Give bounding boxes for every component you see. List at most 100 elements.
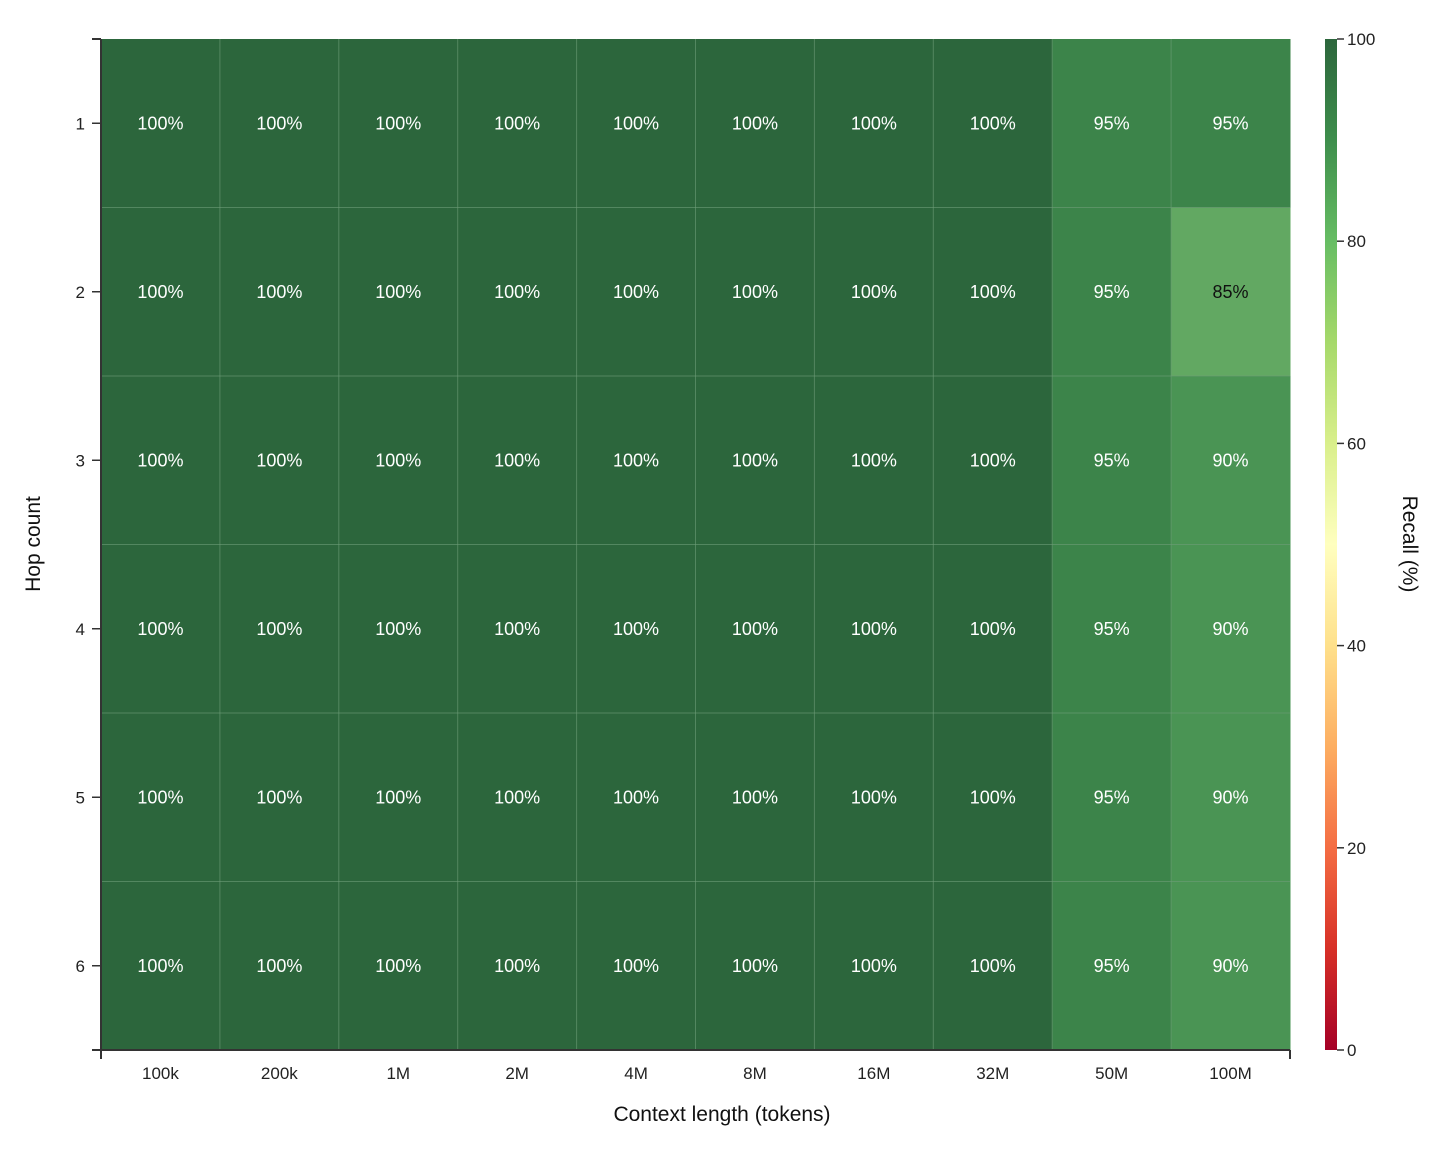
- heatmap-cell: [338, 544, 459, 714]
- cell-value-label: 95%: [1094, 282, 1130, 302]
- colorbar: 0 20 40 60 80 100: [1325, 30, 1375, 1060]
- heatmap-cell: [1052, 207, 1172, 377]
- cell-value-label: 100%: [851, 956, 897, 976]
- cell-value-label: 100%: [970, 619, 1016, 639]
- cell-value-label: 90%: [1213, 450, 1249, 470]
- colorbar-gradient: [1325, 39, 1337, 1050]
- cell-value-label: 95%: [1213, 113, 1249, 133]
- heatmap-grid-lines: [101, 39, 1290, 1050]
- cell-value-label: 100%: [256, 956, 302, 976]
- x-tick-label: 32M: [976, 1064, 1009, 1083]
- heatmap-cell: [101, 713, 221, 882]
- cell-value-label: 100%: [137, 787, 183, 807]
- heatmap-cell: [814, 39, 934, 208]
- heatmap-cell: [457, 881, 578, 1051]
- heatmap-cell: [1052, 713, 1172, 882]
- heatmap-cell: [576, 207, 696, 377]
- colorbar-title: Recall (%): [1398, 496, 1421, 593]
- heatmap-cell: [814, 544, 934, 714]
- colorbar-tick-label: 100: [1347, 30, 1375, 49]
- heatmap-cell: [457, 544, 578, 714]
- colorbar-tick-label: 40: [1347, 637, 1366, 656]
- heatmap-cell: [457, 207, 578, 377]
- y-axis-title: Hop count: [22, 496, 45, 592]
- heatmap-cell: [814, 376, 934, 545]
- heatmap-cell: [1052, 881, 1172, 1051]
- heatmap-cell: [576, 376, 696, 545]
- cell-value-label: 100%: [256, 450, 302, 470]
- heatmap-cell: [1052, 376, 1172, 545]
- heatmap-cell: [814, 881, 934, 1051]
- y-tick-label: 2: [76, 283, 85, 302]
- colorbar-tick-label: 0: [1347, 1041, 1356, 1060]
- cell-value-label: 100%: [494, 113, 540, 133]
- heatmap-cell: [338, 39, 459, 208]
- cell-value-label: 100%: [137, 619, 183, 639]
- cell-value-label: 100%: [970, 113, 1016, 133]
- heatmap-cell: [576, 544, 696, 714]
- cell-value-label: 100%: [375, 113, 421, 133]
- cell-value-label: 90%: [1213, 787, 1249, 807]
- cell-value-label: 100%: [613, 450, 659, 470]
- cell-value-label: 95%: [1094, 956, 1130, 976]
- heatmap-cell: [933, 881, 1053, 1051]
- cell-value-label: 95%: [1094, 787, 1130, 807]
- heatmap-cell: [1171, 207, 1291, 377]
- cell-value-label: 90%: [1213, 619, 1249, 639]
- heatmap-cell: [1052, 39, 1172, 208]
- heatmap-cell: [1171, 881, 1291, 1051]
- cell-value-label: 100%: [613, 282, 659, 302]
- heatmap-cell: [338, 376, 459, 545]
- heatmap-cell: [457, 376, 578, 545]
- heatmap-cell: [457, 713, 578, 882]
- heatmap-cell: [101, 39, 221, 208]
- y-axis: 1 2 3 4 5 6: [76, 38, 102, 1051]
- heatmap-cell: [695, 713, 815, 882]
- cell-value-label: 100%: [851, 450, 897, 470]
- cell-value-label: 85%: [1213, 282, 1249, 302]
- heatmap-cell: [576, 881, 696, 1051]
- heatmap-cell: [1171, 544, 1291, 714]
- cell-value-label: 95%: [1094, 113, 1130, 133]
- heatmap-cell: [933, 376, 1053, 545]
- cell-value-label: 100%: [732, 619, 778, 639]
- cell-value-label: 100%: [375, 956, 421, 976]
- heatmap-cell: [814, 207, 934, 377]
- cell-value-label: 100%: [851, 282, 897, 302]
- cell-value-label: 100%: [851, 619, 897, 639]
- y-tick-label: 1: [76, 114, 85, 133]
- cell-value-label: 95%: [1094, 619, 1130, 639]
- x-tick-label: 16M: [857, 1064, 890, 1083]
- heatmap-cell: [933, 544, 1053, 714]
- x-tick-label: 100k: [142, 1064, 179, 1083]
- heatmap-cell: [1171, 376, 1291, 545]
- heatmap-cell: [101, 376, 221, 545]
- y-tick-label: 4: [76, 620, 85, 639]
- cell-value-label: 100%: [375, 282, 421, 302]
- cell-value-label: 100%: [137, 450, 183, 470]
- heatmap-cell: [219, 376, 340, 545]
- cell-value-label: 100%: [494, 619, 540, 639]
- x-tick-label: 2M: [505, 1064, 529, 1083]
- heatmap-cell: [695, 376, 815, 545]
- cell-value-label: 100%: [613, 113, 659, 133]
- heatmap-cell: [338, 207, 459, 377]
- heatmap-cell: [338, 713, 459, 882]
- heatmap-cell: [933, 713, 1053, 882]
- heatmap-cell: [695, 544, 815, 714]
- heatmap-cell: [219, 39, 340, 208]
- x-tick-label: 4M: [624, 1064, 648, 1083]
- cell-value-label: 100%: [732, 113, 778, 133]
- y-tick-label: 3: [76, 451, 85, 470]
- cell-value-label: 100%: [137, 956, 183, 976]
- heatmap-cell: [933, 207, 1053, 377]
- cell-value-label: 100%: [613, 619, 659, 639]
- heatmap-cell: [933, 39, 1053, 208]
- cell-value-label: 95%: [1094, 450, 1130, 470]
- cell-value-label: 100%: [494, 956, 540, 976]
- cell-value-label: 100%: [613, 956, 659, 976]
- heatmap-cell: [101, 881, 221, 1051]
- heatmap-cell: [695, 207, 815, 377]
- y-tick-label: 5: [76, 788, 85, 807]
